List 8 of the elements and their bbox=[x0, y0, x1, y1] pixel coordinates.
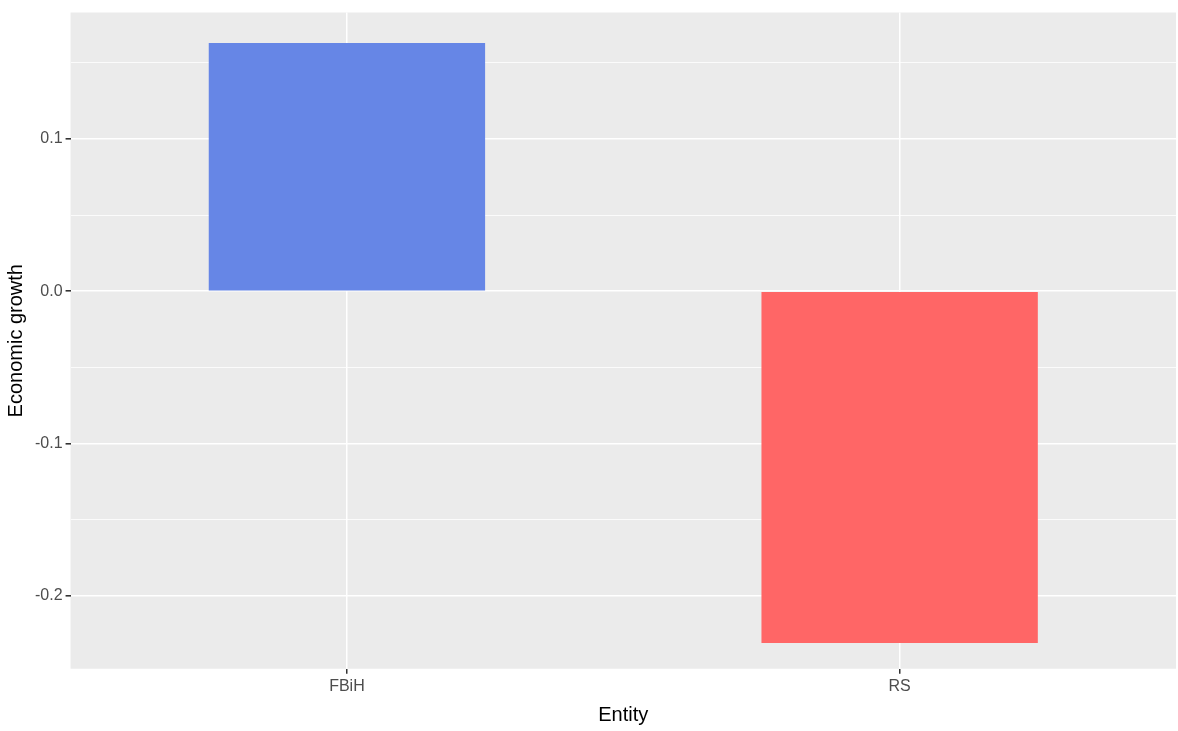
y-tick-label: -0.1 bbox=[34, 433, 63, 451]
x-tick-label: RS bbox=[888, 676, 911, 694]
y-tick-label: -0.2 bbox=[34, 586, 63, 604]
x-axis-title: Entity bbox=[598, 702, 649, 725]
y-tick-label: 0.0 bbox=[40, 281, 63, 299]
x-tick-label: FBiH bbox=[329, 676, 365, 694]
y-tick-label: 0.1 bbox=[40, 129, 63, 147]
y-axis-title: Economic growth bbox=[3, 264, 26, 418]
